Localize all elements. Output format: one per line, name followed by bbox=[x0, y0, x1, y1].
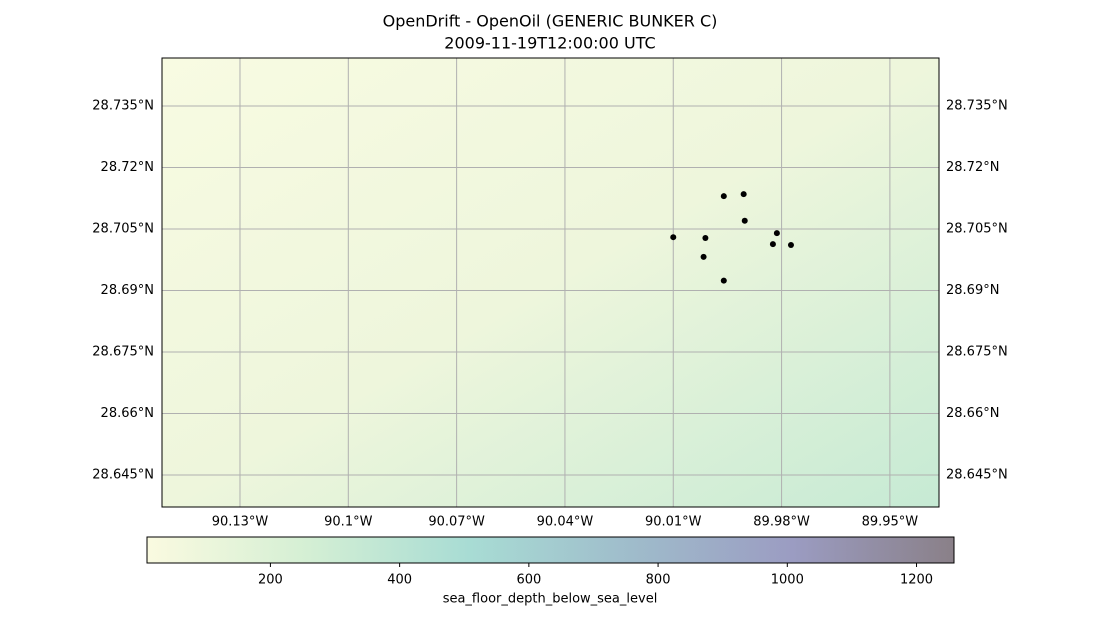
colorbar-tick-label: 1200 bbox=[900, 573, 933, 588]
x-tick-label: 90.1°W bbox=[324, 515, 372, 530]
x-tick-label: 89.95°W bbox=[862, 515, 919, 530]
y-tick-label: 28.735°N bbox=[92, 98, 154, 113]
colorbar-tick-label: 1000 bbox=[771, 573, 804, 588]
y-tick-label-right: 28.72°N bbox=[946, 160, 999, 175]
drift-particle bbox=[702, 235, 709, 242]
y-tick-label: 28.72°N bbox=[101, 160, 154, 175]
map-background bbox=[162, 58, 939, 507]
plot-frame bbox=[161, 57, 940, 508]
drift-particle bbox=[700, 253, 707, 260]
x-tick-label: 90.01°W bbox=[645, 515, 702, 530]
x-tick-label: 90.04°W bbox=[537, 515, 594, 530]
drift-particle bbox=[720, 277, 727, 284]
y-tick-label-right: 28.69°N bbox=[946, 283, 999, 298]
colorbar-label: sea_floor_depth_below_sea_level bbox=[443, 592, 658, 607]
colorbar-tick-label: 800 bbox=[646, 573, 671, 588]
x-tick-label: 90.13°W bbox=[212, 515, 269, 530]
y-tick-label-right: 28.735°N bbox=[946, 98, 1008, 113]
y-tick-label-right: 28.675°N bbox=[946, 345, 1008, 360]
drift-particle bbox=[787, 241, 794, 248]
drift-particle bbox=[720, 193, 727, 200]
x-tick-label: 89.98°W bbox=[753, 515, 810, 530]
y-tick-label: 28.66°N bbox=[101, 406, 154, 421]
drift-particle bbox=[740, 191, 747, 198]
colorbar-tick-label: 600 bbox=[516, 573, 541, 588]
drift-particle bbox=[670, 234, 677, 241]
y-tick-label: 28.69°N bbox=[101, 283, 154, 298]
y-tick-label: 28.705°N bbox=[92, 221, 154, 236]
drift-particle bbox=[769, 241, 776, 248]
chart-title: OpenDrift - OpenOil (GENERIC BUNKER C) bbox=[383, 12, 718, 31]
drift-particle bbox=[741, 217, 748, 224]
y-tick-label: 28.645°N bbox=[92, 468, 154, 483]
y-tick-label-right: 28.66°N bbox=[946, 406, 999, 421]
colorbar-tick-label: 400 bbox=[387, 573, 412, 588]
y-tick-label: 28.675°N bbox=[92, 345, 154, 360]
y-tick-label-right: 28.705°N bbox=[946, 221, 1008, 236]
colorbar bbox=[146, 536, 955, 564]
colorbar-tick-label: 200 bbox=[258, 573, 283, 588]
drift-particle bbox=[773, 230, 780, 237]
x-tick-label: 90.07°W bbox=[428, 515, 485, 530]
y-tick-label-right: 28.645°N bbox=[946, 468, 1008, 483]
chart-subtitle: 2009-11-19T12:00:00 UTC bbox=[444, 34, 655, 53]
